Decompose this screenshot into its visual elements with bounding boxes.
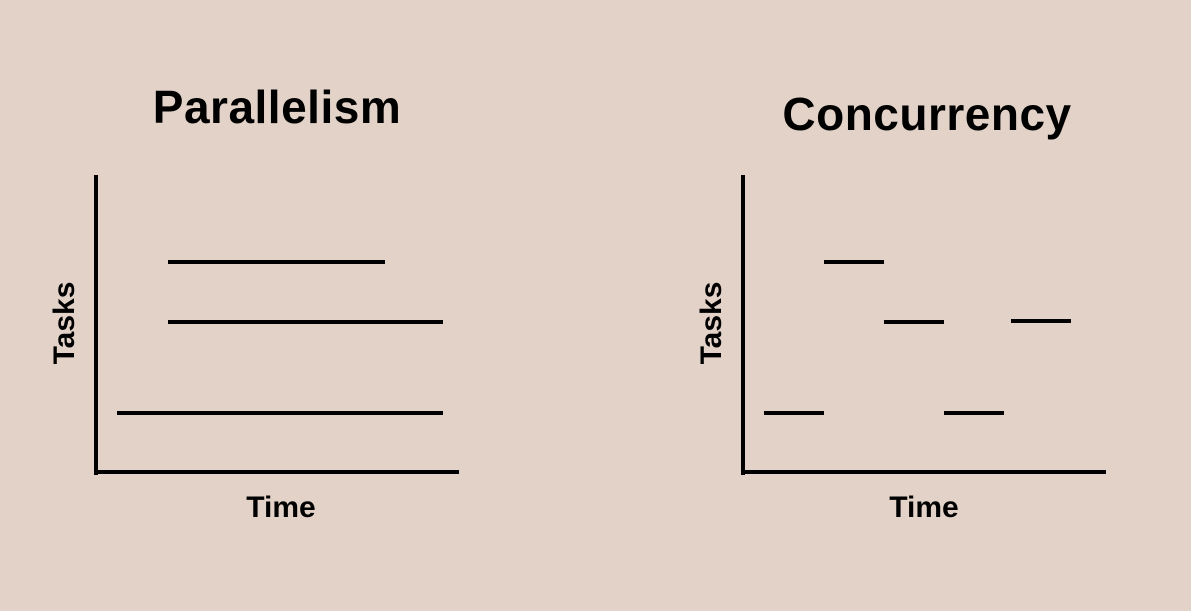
concurrency-task-segment-4 <box>764 411 824 415</box>
concurrency-y-label: Tasks <box>695 281 728 365</box>
concurrency-task-segment-2 <box>884 320 944 324</box>
parallelism-task-bar-2 <box>168 320 443 324</box>
parallelism-y-axis <box>94 175 98 475</box>
concurrency-x-axis <box>741 470 1106 474</box>
concurrency-task-segment-5 <box>944 411 1004 415</box>
concurrency-task-segment-1 <box>824 260 884 264</box>
concurrency-title: Concurrency <box>782 88 1072 140</box>
parallelism-task-bar-3 <box>117 411 443 415</box>
concurrency-y-axis <box>741 175 745 475</box>
parallelism-task-bar-1 <box>168 260 385 264</box>
concurrency-task-segment-3 <box>1011 319 1071 323</box>
parallelism-x-axis <box>94 470 459 474</box>
concurrency-x-label: Time <box>889 491 959 524</box>
parallelism-title: Parallelism <box>152 81 402 133</box>
parallelism-x-label: Time <box>246 491 316 524</box>
parallelism-y-label: Tasks <box>48 281 81 365</box>
